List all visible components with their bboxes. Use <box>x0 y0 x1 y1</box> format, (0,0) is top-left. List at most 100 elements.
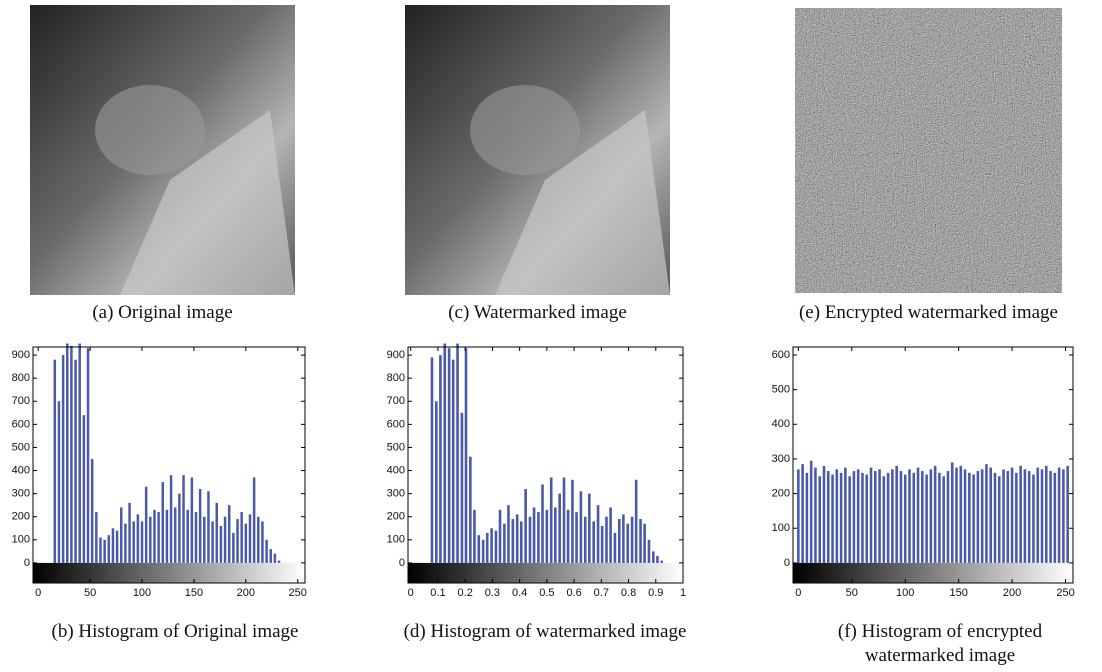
bar <box>1028 471 1031 563</box>
bar <box>806 473 809 563</box>
bar <box>818 476 821 563</box>
bar <box>597 505 600 563</box>
x-tick-label: 200 <box>1003 587 1021 599</box>
bar <box>870 468 873 563</box>
bar <box>452 360 455 563</box>
bar <box>103 540 105 563</box>
bar <box>656 556 659 563</box>
bar <box>537 512 540 563</box>
image-c <box>405 5 670 295</box>
bar <box>62 355 64 563</box>
y-tick-label: 800 <box>387 372 405 384</box>
y-tick-label: 100 <box>12 534 30 546</box>
bar <box>261 521 263 563</box>
x-tick-label: 200 <box>237 587 255 599</box>
bar <box>274 554 276 563</box>
bar <box>840 473 843 563</box>
bar <box>567 510 570 563</box>
bar <box>1049 471 1052 563</box>
x-tick-label: 250 <box>1056 587 1074 599</box>
bar <box>912 473 915 563</box>
bar <box>904 475 907 563</box>
x-tick-label: 0.9 <box>648 587 663 599</box>
bar <box>575 512 578 563</box>
bar <box>998 476 1001 563</box>
bar <box>554 507 557 562</box>
bar <box>456 344 459 563</box>
y-tick-label: 500 <box>772 384 790 396</box>
bar <box>54 360 56 563</box>
x-tick-label: 0.1 <box>430 587 445 599</box>
bar <box>908 469 911 563</box>
bar <box>605 517 608 563</box>
bar <box>1015 473 1018 563</box>
bar <box>465 348 468 563</box>
bar <box>469 457 472 563</box>
bar <box>162 482 164 563</box>
caption-a: (a) Original image <box>30 301 295 325</box>
caption-b: (b) Histogram of Original image <box>5 620 345 644</box>
bar <box>99 538 101 563</box>
bar <box>1036 468 1039 563</box>
x-tick-label: 0 <box>35 587 41 599</box>
x-tick-label: 0.8 <box>621 587 636 599</box>
bar <box>823 466 826 563</box>
bar <box>827 471 830 563</box>
bar <box>558 494 561 563</box>
bar <box>1045 466 1048 563</box>
caption-e: (e) Encrypted watermarked image <box>755 301 1102 325</box>
bar <box>137 514 139 562</box>
bar <box>861 473 864 563</box>
bar <box>1007 471 1010 563</box>
bar <box>643 524 646 563</box>
bar <box>265 540 267 563</box>
y-tick-label: 0 <box>399 557 405 569</box>
bar <box>810 461 813 563</box>
bar <box>648 540 651 563</box>
bar <box>964 469 967 563</box>
bar <box>981 469 984 563</box>
figure: 0100200300400500600700800900050100150200… <box>0 0 1102 672</box>
bar <box>801 464 804 563</box>
bar <box>66 344 68 563</box>
x-tick-label: 0.2 <box>458 587 473 599</box>
bar <box>257 517 259 563</box>
bar <box>112 528 114 563</box>
bar <box>1041 469 1044 563</box>
x-tick-label: 250 <box>289 587 307 599</box>
bar <box>153 510 155 563</box>
y-tick-label: 700 <box>12 395 30 407</box>
bar <box>490 528 493 563</box>
x-tick-label: 150 <box>185 587 203 599</box>
bar <box>955 468 958 563</box>
bar <box>178 494 180 563</box>
y-tick-label: 500 <box>387 441 405 453</box>
bar <box>1019 466 1022 563</box>
bar <box>660 561 663 563</box>
bar <box>269 549 271 563</box>
bar <box>520 521 523 563</box>
bar <box>141 521 143 563</box>
bar <box>1054 473 1057 563</box>
bar <box>448 348 451 563</box>
x-tick-label: 50 <box>846 587 858 599</box>
bar <box>994 473 997 563</box>
bar <box>1066 466 1069 563</box>
bar <box>473 510 476 563</box>
bar <box>482 540 485 563</box>
bar <box>461 413 464 563</box>
x-tick-label: 0.4 <box>512 587 527 599</box>
y-tick-label: 300 <box>387 488 405 500</box>
x-tick-label: 0.6 <box>566 587 581 599</box>
bar <box>203 517 205 563</box>
bar <box>186 510 188 563</box>
bar <box>639 519 642 563</box>
bar <box>435 401 438 563</box>
y-tick-label: 100 <box>772 522 790 534</box>
bar <box>174 507 176 562</box>
bar <box>58 401 60 563</box>
bar <box>1011 468 1014 563</box>
y-tick-label: 400 <box>772 418 790 430</box>
bar <box>878 469 881 563</box>
bar <box>571 480 574 563</box>
